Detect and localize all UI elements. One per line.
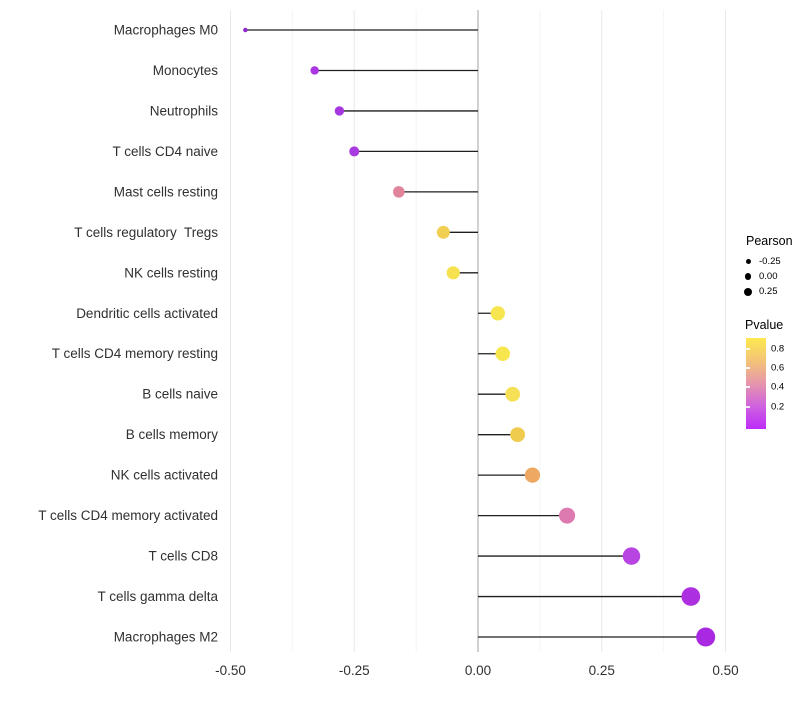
legend-size-dot: [744, 273, 752, 280]
pearson-legend-items: -0.25 0.00 0.25: [740, 254, 800, 299]
gradient-tick: [746, 386, 750, 389]
y-axis-label: Dendritic cells activated: [76, 306, 218, 321]
pearson-legend-item: -0.25: [740, 254, 800, 269]
y-axis-label: B cells naive: [142, 387, 218, 402]
data-point: [393, 186, 405, 198]
y-axis-label: NK cells resting: [124, 265, 218, 280]
legend-size-dot: [745, 259, 751, 264]
y-axis-label: Macrophages M2: [114, 630, 218, 645]
pvalue-legend-title: Pvalue: [745, 318, 784, 332]
legend-size-label: 0.25: [759, 286, 778, 297]
data-point: [334, 106, 345, 116]
data-point: [446, 266, 460, 280]
pvalue-color-legend: Pvalue 0.8 0.6 0.4 0.2: [745, 318, 800, 429]
y-axis-label: NK cells activated: [111, 468, 218, 483]
data-point: [349, 146, 360, 157]
data-point: [510, 427, 526, 443]
x-tick-label: -0.25: [339, 663, 370, 678]
data-point: [436, 225, 450, 239]
x-tick-label: 0.50: [712, 663, 738, 678]
legend-size-label: -0.25: [759, 256, 781, 267]
data-point: [310, 66, 319, 75]
y-axis-label: Monocytes: [153, 63, 219, 78]
gradient-tick-label: 0.2: [771, 401, 785, 413]
data-point: [681, 587, 701, 606]
gradient-tick-label: 0.4: [771, 381, 785, 393]
x-tick-label: -0.50: [215, 663, 246, 678]
pvalue-gradient-bar: [746, 338, 766, 429]
y-axis-label: T cells CD4 naive: [112, 144, 218, 159]
data-point: [495, 346, 511, 361]
x-tick-label: 0.25: [589, 663, 615, 678]
x-tick-label: 0.00: [465, 663, 491, 678]
data-point: [696, 627, 716, 647]
pearson-legend-item: 0.25: [740, 284, 800, 299]
data-point: [505, 386, 521, 402]
legend-size-dot: [744, 287, 752, 296]
y-axis-label: T cells regulatory Tregs: [74, 225, 218, 240]
data-point: [622, 547, 641, 565]
data-point: [243, 27, 248, 33]
legend-size-label: 0.00: [759, 271, 778, 282]
gradient-tick: [746, 367, 750, 370]
y-axis-label: Macrophages M0: [114, 23, 218, 38]
gradient-tick-label: 0.6: [771, 362, 785, 374]
y-axis-label: Mast cells resting: [114, 184, 218, 199]
y-axis-label: T cells CD4 memory activated: [38, 508, 218, 523]
y-axis-label: T cells gamma delta: [97, 589, 218, 604]
y-axis-label: Neutrophils: [150, 103, 219, 118]
y-axis-label: T cells CD4 memory resting: [52, 346, 218, 361]
gradient-tick-label: 0.8: [771, 343, 785, 355]
y-axis-label: B cells memory: [126, 427, 219, 442]
gradient-tick: [746, 406, 750, 409]
data-point: [524, 467, 541, 483]
y-axis-label: T cells CD8: [148, 549, 218, 564]
pvalue-gradient-labels: 0.8 0.6 0.4 0.2: [766, 338, 796, 429]
data-point: [559, 507, 576, 524]
gradient-tick: [746, 347, 750, 350]
pearson-size-legend: Pearson -0.25 0.00 0.25: [740, 234, 800, 299]
pearson-legend-title: Pearson: [746, 234, 793, 248]
pearson-legend-item: 0.00: [740, 269, 800, 284]
data-point: [490, 306, 505, 321]
